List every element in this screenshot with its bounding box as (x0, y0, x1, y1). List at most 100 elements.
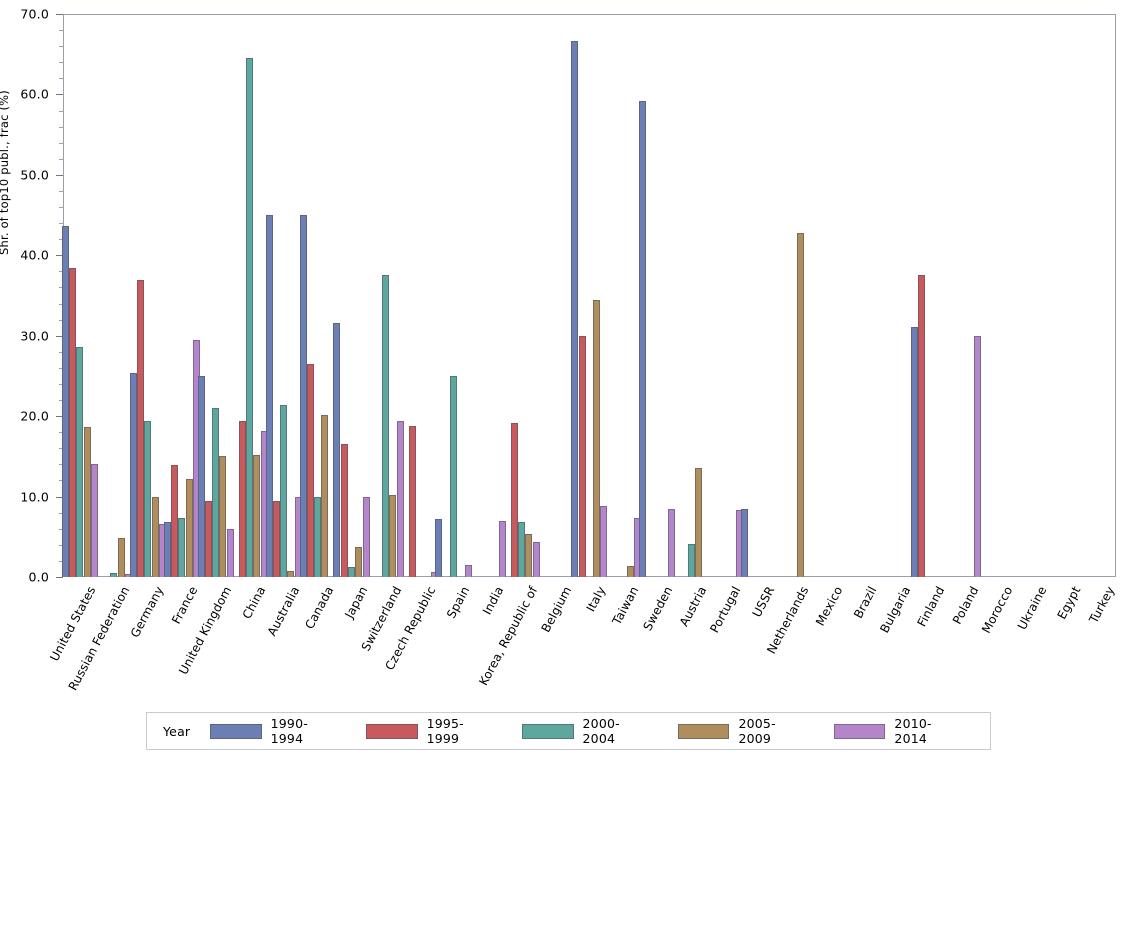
bar[interactable] (151, 496, 159, 577)
bar-group (877, 14, 914, 577)
bar-group (1047, 14, 1084, 577)
y-tick-mark (56, 174, 63, 176)
bar[interactable] (83, 426, 91, 577)
bar[interactable] (593, 300, 601, 577)
bar[interactable] (571, 40, 579, 577)
legend-entry[interactable]: 1995-1999 (366, 716, 488, 746)
y-minor-tick-mark (59, 544, 63, 546)
bar[interactable] (144, 420, 152, 577)
bar[interactable] (238, 420, 246, 577)
bar[interactable] (498, 520, 506, 577)
y-minor-tick-mark (59, 126, 63, 128)
bar[interactable] (695, 468, 703, 577)
legend-entries: 1990-1994 1995-1999 2000-2004 2005-2009 2010… (210, 716, 990, 746)
bar-group (673, 14, 710, 577)
y-tick-label: 30.0 (20, 328, 49, 344)
bar[interactable] (265, 215, 273, 577)
bar[interactable] (517, 521, 525, 577)
bar[interactable] (435, 519, 443, 577)
legend-label: 2005-2009 (738, 716, 776, 746)
bar[interactable] (212, 408, 220, 577)
bar-group (163, 14, 201, 577)
y-minor-tick-mark (59, 560, 63, 562)
bar[interactable] (272, 501, 280, 577)
bar[interactable] (355, 547, 363, 577)
y-tick-mark (56, 335, 63, 337)
bar[interactable] (299, 215, 307, 577)
bar-group (503, 14, 540, 577)
legend: Year 1990-1994 1995-1999 2000-2004 2005-200… (146, 712, 991, 750)
y-minor-tick-mark (59, 383, 63, 385)
bar[interactable] (348, 566, 356, 577)
bar[interactable] (525, 533, 533, 577)
y-minor-tick-mark (59, 78, 63, 80)
bar[interactable] (90, 463, 98, 577)
bar-group (469, 14, 506, 577)
y-minor-tick-mark (59, 512, 63, 514)
bar[interactable] (600, 506, 608, 577)
bar-group (945, 14, 982, 577)
bar[interactable] (226, 528, 234, 577)
y-minor-tick-mark (59, 46, 63, 48)
bar[interactable] (340, 443, 348, 577)
bar[interactable] (910, 326, 918, 577)
bar[interactable] (170, 465, 178, 577)
bar[interactable] (185, 478, 193, 577)
bar[interactable] (76, 346, 84, 577)
bar[interactable] (974, 335, 982, 577)
bar[interactable] (61, 226, 69, 577)
bar[interactable] (69, 268, 77, 577)
bar[interactable] (741, 509, 749, 577)
y-minor-tick-mark (59, 271, 63, 273)
bar[interactable] (796, 232, 804, 577)
y-tick-mark (56, 94, 63, 96)
bar[interactable] (204, 501, 212, 577)
bar[interactable] (396, 420, 404, 577)
x-tick-label: United States (47, 584, 99, 664)
bar[interactable] (362, 497, 370, 577)
bar[interactable] (253, 454, 261, 577)
bar[interactable] (918, 274, 926, 577)
bar[interactable] (178, 518, 186, 577)
bar[interactable] (389, 494, 397, 577)
bar[interactable] (219, 455, 227, 577)
legend-color-swatch (210, 723, 262, 739)
legend-entry[interactable]: 2005-2009 (678, 716, 800, 746)
y-minor-tick-mark (59, 448, 63, 450)
bar[interactable] (382, 274, 390, 577)
y-tick-label: 70.0 (20, 6, 49, 22)
legend-entry[interactable]: 2000-2004 (522, 716, 644, 746)
bar[interactable] (668, 509, 676, 577)
bar[interactable] (510, 423, 518, 577)
bar[interactable] (280, 404, 288, 577)
bar[interactable] (627, 565, 635, 577)
bar[interactable] (333, 322, 341, 577)
bar[interactable] (687, 544, 695, 577)
bar[interactable] (136, 280, 144, 577)
bar[interactable] (129, 372, 137, 577)
legend-entry[interactable]: 2010-2014 (834, 716, 956, 746)
bar[interactable] (287, 570, 295, 577)
bar[interactable] (464, 564, 472, 577)
bar[interactable] (314, 497, 322, 577)
y-minor-tick-mark (59, 432, 63, 434)
bar[interactable] (117, 537, 125, 577)
bar[interactable] (639, 100, 647, 577)
y-tick-label: 50.0 (20, 167, 49, 183)
legend-color-swatch (366, 723, 418, 739)
bar[interactable] (532, 541, 540, 577)
legend-color-swatch (834, 723, 886, 739)
bar[interactable] (110, 572, 118, 577)
bar[interactable] (449, 375, 457, 577)
bar[interactable] (408, 425, 416, 577)
bar[interactable] (246, 58, 254, 577)
bar[interactable] (321, 414, 329, 577)
bar[interactable] (163, 521, 171, 577)
bar[interactable] (197, 375, 205, 577)
bar[interactable] (578, 335, 586, 577)
legend-entry[interactable]: 1990-1994 (210, 716, 332, 746)
y-axis-label: Shr. of top10 publ., frac (%) (0, 90, 11, 255)
bar[interactable] (306, 363, 314, 577)
y-minor-tick-mark (59, 110, 63, 112)
bar-group (639, 14, 676, 577)
